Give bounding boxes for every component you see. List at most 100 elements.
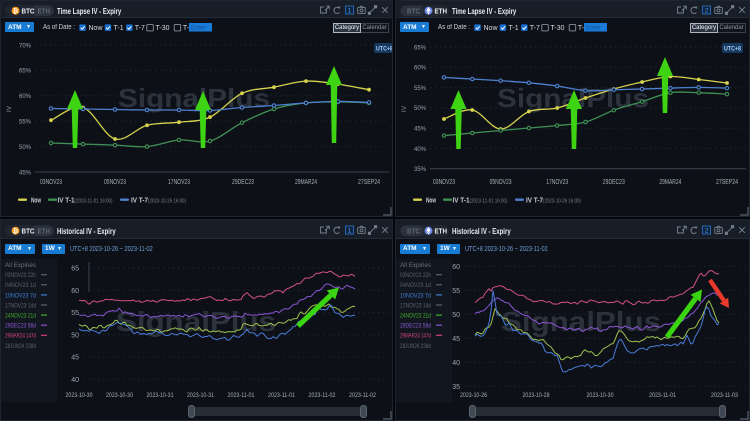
svg-text:₿: ₿ — [13, 227, 18, 235]
svg-text:ETH: ETH — [38, 8, 51, 15]
svg-text:UTC+8: UTC+8 — [724, 47, 742, 53]
svg-text:All Expiries: All Expiries — [400, 263, 431, 269]
svg-text:T-7: T-7 — [135, 25, 145, 32]
svg-text:2023-10-30: 2023-10-30 — [587, 392, 614, 399]
svg-text:₿: ₿ — [13, 7, 18, 15]
svg-text:35%: 35% — [414, 167, 427, 173]
svg-text:04NOV23 1d: 04NOV23 1d — [400, 283, 431, 289]
svg-text:55: 55 — [71, 310, 79, 317]
svg-text:IV T-7: IV T-7 — [526, 198, 543, 205]
svg-text:17NOV23: 17NOV23 — [168, 179, 190, 186]
svg-text:T-1: T-1 — [114, 25, 124, 32]
svg-text:UTC+8: UTC+8 — [376, 47, 393, 53]
svg-text:BTC: BTC — [22, 8, 35, 15]
svg-text:2: 2 — [705, 7, 709, 14]
svg-text:35: 35 — [452, 384, 460, 391]
svg-text:27SEP24: 27SEP24 — [716, 179, 738, 186]
svg-text:65%: 65% — [414, 45, 427, 51]
svg-text:2023-11-03: 2023-11-03 — [711, 392, 738, 399]
svg-text:29DEC23 56d: 29DEC23 56d — [400, 324, 431, 330]
svg-text:Now: Now — [484, 25, 499, 32]
svg-text:29MAR24: 29MAR24 — [295, 179, 317, 186]
svg-text:2023-10-31: 2023-10-31 — [147, 392, 174, 399]
svg-text:70%: 70% — [19, 43, 32, 49]
svg-text:(2023-11-01 16:00): (2023-11-01 16:00) — [75, 198, 113, 204]
svg-text:Enter: Enter — [191, 26, 205, 32]
svg-text:03NOV23 22h: 03NOV23 22h — [400, 273, 431, 279]
svg-text:28JUN24 238d: 28JUN24 238d — [5, 344, 36, 350]
svg-text:T-30: T-30 — [156, 25, 170, 32]
svg-text:24NOV23 21d: 24NOV23 21d — [5, 314, 36, 320]
svg-text:29DEC23 56d: 29DEC23 56d — [5, 324, 36, 330]
svg-text:45: 45 — [71, 355, 79, 362]
svg-text:SignalPlus: SignalPlus — [501, 306, 661, 337]
svg-text:Now: Now — [31, 198, 41, 205]
svg-text:(2023-10-26 16:00): (2023-10-26 16:00) — [148, 198, 186, 204]
svg-text:ETH: ETH — [435, 8, 448, 15]
svg-text:IV: IV — [401, 105, 408, 112]
svg-text:50%: 50% — [19, 145, 32, 151]
svg-text:45%: 45% — [414, 127, 427, 133]
svg-text:IV T-1: IV T-1 — [58, 198, 75, 205]
svg-text:29MAR24: 29MAR24 — [659, 179, 681, 186]
svg-text:50: 50 — [452, 312, 460, 319]
svg-text:60%: 60% — [19, 94, 32, 100]
svg-text:60: 60 — [71, 288, 79, 295]
svg-text:28JUN24 238d: 28JUN24 238d — [400, 344, 431, 350]
svg-text:45: 45 — [452, 336, 460, 343]
svg-text:17NOV23: 17NOV23 — [546, 179, 568, 186]
svg-text:55%: 55% — [414, 86, 427, 92]
svg-text:04NOV23 1d: 04NOV23 1d — [5, 283, 36, 289]
svg-text:Now: Now — [426, 198, 436, 205]
svg-text:05NOV23: 05NOV23 — [104, 179, 126, 186]
svg-text:BTC: BTC — [407, 8, 420, 15]
svg-text:2023-11-01: 2023-11-01 — [228, 392, 255, 399]
svg-text:2023-10-30: 2023-10-30 — [106, 392, 133, 399]
svg-text:ETH: ETH — [38, 228, 51, 235]
svg-text:60%: 60% — [414, 66, 427, 72]
svg-text:17NOV23 14d: 17NOV23 14d — [5, 303, 36, 309]
svg-text:40: 40 — [452, 360, 460, 367]
svg-text:(2023-10-26 16:00): (2023-10-26 16:00) — [543, 198, 581, 204]
svg-text:17NOV23 14d: 17NOV23 14d — [400, 303, 431, 309]
svg-text:05NOV23: 05NOV23 — [490, 179, 512, 186]
svg-text:10NOV23 7d: 10NOV23 7d — [400, 293, 431, 299]
svg-text:29DEC23: 29DEC23 — [603, 179, 625, 186]
svg-text:2023-10-26: 2023-10-26 — [460, 392, 487, 399]
svg-text:BTC: BTC — [407, 228, 420, 235]
svg-text:03NOV23 22h: 03NOV23 22h — [5, 273, 36, 279]
svg-text:45%: 45% — [19, 170, 32, 176]
svg-text:27SEP24: 27SEP24 — [358, 179, 380, 186]
svg-text:60: 60 — [452, 264, 460, 271]
svg-text:Now: Now — [89, 25, 104, 32]
svg-text:T-7: T-7 — [530, 25, 540, 32]
svg-text:40%: 40% — [414, 147, 427, 153]
svg-text:2023-11-02: 2023-11-02 — [349, 392, 376, 399]
svg-text:IV T-1: IV T-1 — [453, 198, 470, 205]
svg-text:2023-11-01: 2023-11-01 — [268, 392, 295, 399]
svg-text:2023-11-02: 2023-11-02 — [309, 392, 336, 399]
svg-text:2023-10-28: 2023-10-28 — [523, 392, 550, 399]
svg-text:55%: 55% — [19, 120, 32, 126]
svg-text:SignalPlus: SignalPlus — [118, 83, 270, 113]
svg-text:BTC: BTC — [22, 228, 35, 235]
svg-text:T-1: T-1 — [509, 25, 519, 32]
svg-text:50: 50 — [71, 332, 79, 339]
svg-text:55: 55 — [452, 288, 460, 295]
svg-text:All Expiries: All Expiries — [5, 263, 36, 269]
svg-text:2023-11-01: 2023-11-01 — [649, 392, 676, 399]
svg-text:ETH: ETH — [435, 228, 448, 235]
svg-text:Enter: Enter — [586, 26, 600, 32]
svg-text:2: 2 — [705, 227, 709, 234]
svg-text:1: 1 — [348, 7, 352, 14]
svg-text:50%: 50% — [414, 106, 427, 112]
svg-text:1: 1 — [348, 227, 352, 234]
svg-text:IV T-7: IV T-7 — [131, 198, 148, 205]
svg-text:24NOV23 21d: 24NOV23 21d — [400, 314, 431, 320]
svg-text:T-: T- — [183, 25, 190, 32]
svg-text:2023-10-30: 2023-10-30 — [66, 392, 93, 399]
svg-text:03NOV23: 03NOV23 — [433, 179, 455, 186]
svg-text:10NOV23 7d: 10NOV23 7d — [5, 293, 36, 299]
svg-text:2023-10-31: 2023-10-31 — [187, 392, 214, 399]
svg-text:T-30: T-30 — [551, 25, 565, 32]
